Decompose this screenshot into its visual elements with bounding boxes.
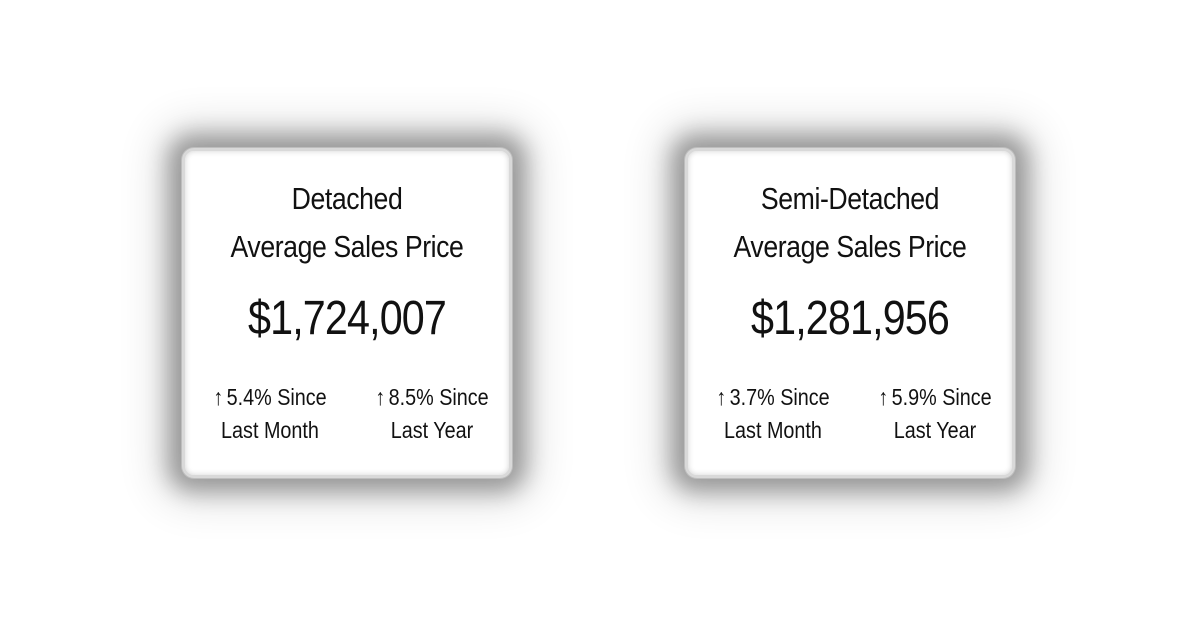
up-arrow-icon: ↑ bbox=[716, 384, 727, 410]
card-title-line-2: Average Sales Price bbox=[733, 229, 967, 264]
card-title-line-1: Semi-Detached bbox=[760, 181, 940, 216]
average-sales-price: $1,281,956 bbox=[750, 292, 950, 345]
year-change-stat: ↑ 8.5% Since Last Year bbox=[368, 381, 497, 447]
month-change-value: 5.4% Since bbox=[226, 384, 327, 410]
month-change-period: Last Month bbox=[724, 417, 822, 443]
up-arrow-icon: ↑ bbox=[213, 384, 224, 410]
semi-detached-price-card: Semi-Detached Average Sales Price $1,281… bbox=[685, 148, 1015, 478]
year-change-stat: ↑ 5.9% Since Last Year bbox=[871, 381, 1000, 447]
detached-price-card: Detached Average Sales Price $1,724,007 … bbox=[182, 148, 512, 478]
card-title-line-2: Average Sales Price bbox=[230, 229, 464, 264]
card-title: Semi-Detached Average Sales Price bbox=[711, 175, 990, 271]
month-change-stat: ↑ 3.7% Since Last Month bbox=[709, 381, 838, 447]
year-change-value: 8.5% Since bbox=[388, 384, 489, 410]
year-change-period: Last Year bbox=[390, 417, 474, 443]
month-change-value: 3.7% Since bbox=[729, 384, 830, 410]
card-title-line-1: Detached bbox=[291, 181, 403, 216]
month-change-stat: ↑ 5.4% Since Last Month bbox=[206, 381, 335, 447]
year-change-period: Last Year bbox=[893, 417, 977, 443]
month-change-period: Last Month bbox=[221, 417, 319, 443]
year-change-value: 5.9% Since bbox=[891, 384, 992, 410]
average-sales-price: $1,724,007 bbox=[247, 292, 447, 345]
card-title: Detached Average Sales Price bbox=[208, 175, 487, 271]
up-arrow-icon: ↑ bbox=[878, 384, 889, 410]
up-arrow-icon: ↑ bbox=[375, 384, 386, 410]
